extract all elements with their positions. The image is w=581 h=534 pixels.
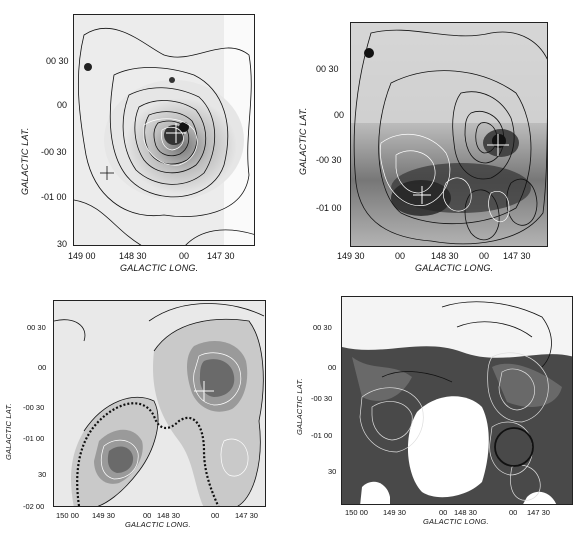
y-tick: -00 30: [23, 403, 45, 412]
y-axis-label: GALACTIC LAT.: [295, 378, 304, 435]
y-tick: 30: [328, 467, 337, 476]
y-tick: -01 00: [23, 434, 45, 443]
x-tick: 149 00: [68, 251, 96, 261]
x-axis-label: GALACTIC LONG.: [423, 517, 489, 526]
x-axis-label: GALACTIC LONG.: [125, 520, 191, 529]
x-tick: 149 30: [92, 511, 115, 520]
y-axis-label: GALACTIC LAT.: [4, 403, 13, 460]
y-tick: -02 00: [23, 502, 45, 511]
x-tick: 00: [479, 251, 490, 261]
y-tick: 00: [334, 110, 345, 120]
y-tick: 00: [38, 363, 47, 372]
highlight-circle: [494, 427, 534, 467]
contour-map-bottom-left: [54, 301, 265, 506]
contour-map-bottom-right: [342, 297, 572, 504]
y-tick: 30: [57, 239, 68, 249]
x-tick: 00: [211, 511, 220, 520]
y-tick: -01 00: [41, 192, 67, 202]
y-tick: -00 30: [41, 147, 67, 157]
x-tick: 150 00: [345, 508, 368, 517]
x-axis-label: GALACTIC LONG.: [415, 263, 494, 273]
x-tick: 147 30: [235, 511, 258, 520]
panel-top-right: [350, 22, 548, 247]
x-tick: 148 30: [157, 511, 180, 520]
panel-bottom-left: [53, 300, 266, 507]
y-tick: 00: [328, 363, 337, 372]
x-tick: 150 00: [56, 511, 79, 520]
x-tick: 147 30: [503, 251, 531, 261]
x-tick: 00: [179, 251, 190, 261]
contour-map-top-right: [351, 23, 547, 246]
panel-top-left: [73, 14, 255, 246]
y-tick: 30: [38, 470, 47, 479]
y-tick: 00 30: [46, 56, 69, 66]
y-axis-label: GALACTIC LAT.: [20, 127, 30, 195]
x-tick: 149 30: [337, 251, 365, 261]
x-tick: 148 30: [431, 251, 459, 261]
y-tick: -00 30: [316, 155, 342, 165]
contour-map-top-left: [74, 15, 254, 245]
x-tick: 00: [143, 511, 152, 520]
x-tick: 148 30: [119, 251, 147, 261]
y-tick: 00 30: [27, 323, 46, 332]
x-tick: 148 30: [454, 508, 477, 517]
y-tick: 00: [57, 100, 68, 110]
y-tick: 00 30: [313, 323, 332, 332]
y-axis-label: GALACTIC LAT.: [298, 107, 308, 175]
x-tick: 149 30: [383, 508, 406, 517]
x-tick: 147 30: [527, 508, 550, 517]
y-tick: -00 30: [311, 394, 333, 403]
x-axis-label: GALACTIC LONG.: [120, 263, 199, 273]
y-tick: -01 00: [316, 203, 342, 213]
y-tick: -01 00: [311, 431, 333, 440]
panel-bottom-right: [341, 296, 573, 505]
x-tick: 00: [395, 251, 406, 261]
x-tick: 147 30: [207, 251, 235, 261]
y-tick: 00 30: [316, 64, 339, 74]
x-tick: 00: [439, 508, 448, 517]
x-tick: 00: [509, 508, 518, 517]
